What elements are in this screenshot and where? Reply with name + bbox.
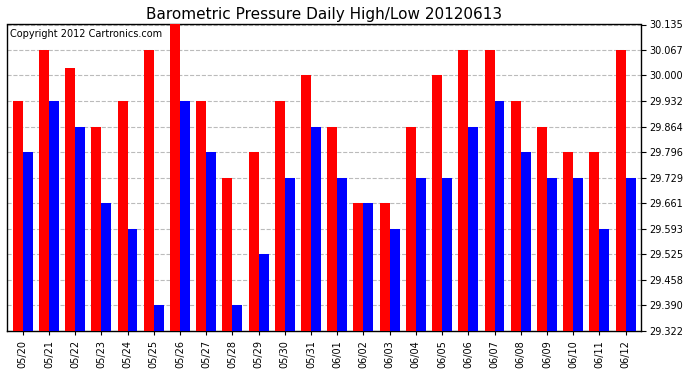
Bar: [285, 177, 295, 331]
Bar: [170, 24, 180, 331]
Bar: [65, 68, 75, 331]
Bar: [390, 229, 400, 331]
Bar: [364, 203, 373, 331]
Bar: [248, 152, 259, 331]
Bar: [327, 127, 337, 331]
Bar: [275, 101, 285, 331]
Bar: [521, 152, 531, 331]
Bar: [311, 127, 321, 331]
Bar: [511, 101, 521, 331]
Bar: [495, 101, 504, 331]
Bar: [442, 177, 452, 331]
Bar: [101, 203, 111, 331]
Bar: [458, 50, 469, 331]
Bar: [337, 177, 347, 331]
Bar: [49, 101, 59, 331]
Bar: [563, 152, 573, 331]
Bar: [406, 127, 416, 331]
Bar: [615, 50, 626, 331]
Bar: [91, 127, 101, 331]
Bar: [39, 50, 49, 331]
Bar: [484, 50, 495, 331]
Bar: [573, 177, 583, 331]
Bar: [600, 229, 609, 331]
Bar: [469, 127, 478, 331]
Bar: [144, 50, 154, 331]
Bar: [353, 203, 364, 331]
Bar: [537, 127, 547, 331]
Bar: [547, 177, 557, 331]
Bar: [233, 305, 242, 331]
Bar: [128, 229, 137, 331]
Bar: [626, 177, 635, 331]
Text: Copyright 2012 Cartronics.com: Copyright 2012 Cartronics.com: [10, 29, 162, 39]
Bar: [12, 101, 23, 331]
Bar: [259, 254, 268, 331]
Bar: [117, 101, 128, 331]
Title: Barometric Pressure Daily High/Low 20120613: Barometric Pressure Daily High/Low 20120…: [146, 7, 502, 22]
Bar: [416, 177, 426, 331]
Bar: [222, 177, 233, 331]
Bar: [589, 152, 600, 331]
Bar: [75, 127, 85, 331]
Bar: [206, 152, 216, 331]
Bar: [380, 203, 390, 331]
Bar: [432, 75, 442, 331]
Bar: [301, 75, 311, 331]
Bar: [196, 101, 206, 331]
Bar: [154, 305, 164, 331]
Bar: [23, 152, 32, 331]
Bar: [180, 101, 190, 331]
